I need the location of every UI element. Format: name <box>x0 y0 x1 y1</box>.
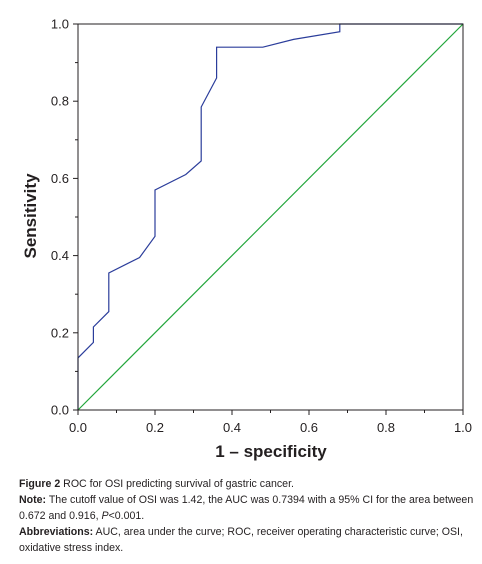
y-tick-label: 0.6 <box>51 171 69 186</box>
x-tick-label: 0.6 <box>300 420 318 435</box>
x-tick-label: 0.8 <box>377 420 395 435</box>
y-axis-label: Sensitivity <box>21 173 40 259</box>
caption-abbreviations: Abbreviations: AUC, area under the curve… <box>19 524 477 556</box>
x-tick-label: 1.0 <box>454 420 472 435</box>
figure-caption: Figure 2 ROC for OSI predicting survival… <box>19 476 477 556</box>
y-tick-label: 0.8 <box>51 94 69 109</box>
caption-abbrev-label: Abbreviations: <box>19 526 94 538</box>
x-tick-label: 0.2 <box>146 420 164 435</box>
roc-chart: 0.0 0.2 0.4 0.6 0.8 1.0 0.0 0.2 0.4 0.6 0.8 1.0 1 –… <box>21 17 472 462</box>
caption-abbrev-text: AUC, area under the curve; ROC, receiver… <box>19 526 463 554</box>
caption-note-text-2: <0.001. <box>108 510 145 522</box>
caption-note-text-1: The cutoff value of OSI was 1.42, the AU… <box>19 494 474 522</box>
y-tick-label: 0.4 <box>51 248 69 263</box>
caption-figure-label: Figure 2 <box>19 478 61 490</box>
caption-figure-text: ROC for OSI predicting survival of gastr… <box>60 478 294 490</box>
caption-note-p: P <box>101 510 109 522</box>
x-tick-label: 0.0 <box>69 420 87 435</box>
caption-title: Figure 2 ROC for OSI predicting survival… <box>19 476 477 492</box>
series-line-2 <box>77 23 464 411</box>
x-axis-label: 1 – specificity <box>215 442 327 461</box>
series-line-1 <box>77 23 463 410</box>
x-tick-label: 0.4 <box>223 420 241 435</box>
caption-note: Note: The cutoff value of OSI was 1.42, … <box>19 492 477 524</box>
y-tick-label: 0.2 <box>51 325 69 340</box>
y-tick-label: 0.0 <box>51 403 69 418</box>
caption-note-label: Note: <box>19 494 47 506</box>
y-tick-label: 1.0 <box>51 17 69 32</box>
